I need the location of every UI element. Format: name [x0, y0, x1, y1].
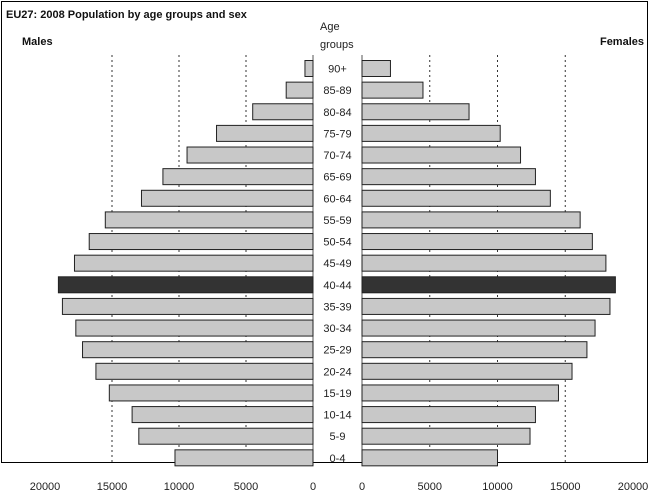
bar-males-65-69	[162, 168, 314, 186]
age-label-70-74: 70-74	[323, 150, 351, 162]
bar-females-5-9	[361, 427, 531, 445]
age-label-10-14: 10-14	[323, 410, 351, 422]
bar-males-70-74	[186, 146, 314, 164]
males-label: Males	[22, 36, 53, 48]
x-axis-ticks: 20000 15000 10000 5000 0 0 5000 10000 15000 20000	[30, 481, 649, 493]
age-label-75-79: 75-79	[323, 128, 351, 140]
tick-females-10000: 10000	[482, 481, 513, 493]
bar-females-80-84	[361, 103, 470, 121]
age-label-85-89: 85-89	[323, 85, 351, 97]
bar-females-90+	[361, 60, 391, 77]
bar-males-35-39	[61, 297, 314, 315]
age-label-0-4: 0-4	[330, 453, 346, 465]
bar-females-50-54	[361, 233, 593, 251]
tick-males-10000: 10000	[164, 481, 195, 493]
bar-males-0-4	[174, 449, 314, 467]
age-label-80-84: 80-84	[323, 107, 351, 119]
bar-males-15-19	[108, 384, 314, 402]
tick-females-20000: 20000	[618, 481, 649, 493]
females-label: Females	[600, 36, 644, 48]
bar-males-50-54	[88, 233, 314, 251]
bar-females-60-64	[361, 189, 551, 207]
bar-males-30-34	[75, 319, 314, 337]
bar-females-10-14	[361, 406, 536, 424]
bar-males-90+	[304, 60, 314, 77]
age-label-60-64: 60-64	[323, 193, 351, 205]
bar-females-30-34	[361, 319, 596, 337]
chart-title: EU27: 2008 Population by age groups and …	[6, 9, 248, 21]
tick-females-15000: 15000	[550, 481, 581, 493]
age-label-40-44: 40-44	[323, 280, 351, 292]
tick-females-0: 0	[359, 481, 365, 493]
age-group-labels: 90+ 85-89 80-84 75-79 70-74 65-69 60-64 55-59 50…	[323, 64, 351, 465]
bar-males-40-44	[57, 276, 314, 294]
age-label-65-69: 65-69	[323, 172, 351, 184]
bar-females-70-74	[361, 146, 522, 164]
age-groups-header-line2: groups	[320, 39, 354, 51]
age-label-35-39: 35-39	[323, 301, 351, 313]
bar-females-35-39	[361, 297, 611, 315]
bar-males-75-79	[216, 124, 314, 142]
chart-frame	[1, 1, 648, 463]
bar-females-40-44	[361, 276, 616, 294]
bar-females-20-24	[361, 362, 573, 380]
bar-females-75-79	[361, 124, 501, 142]
bar-males-25-29	[82, 341, 314, 359]
bar-males-10-14	[131, 406, 314, 424]
tick-females-5000: 5000	[418, 481, 442, 493]
age-label-25-29: 25-29	[323, 345, 351, 357]
tick-males-15000: 15000	[97, 481, 128, 493]
age-label-30-34: 30-34	[323, 323, 351, 335]
bar-females-0-4	[361, 449, 498, 467]
bars	[57, 60, 616, 467]
bar-females-65-69	[361, 168, 536, 186]
bar-females-45-49	[361, 254, 607, 272]
bar-males-85-89	[285, 81, 314, 99]
bar-females-85-89	[361, 81, 424, 99]
bar-females-55-59	[361, 211, 581, 229]
age-label-5-9: 5-9	[330, 431, 346, 443]
age-label-55-59: 55-59	[323, 215, 351, 227]
bar-males-80-84	[252, 103, 314, 121]
bar-males-60-64	[140, 189, 314, 207]
tick-males-0: 0	[310, 481, 316, 493]
bar-females-15-19	[361, 384, 559, 402]
bar-males-55-59	[104, 211, 314, 229]
tick-males-5000: 5000	[234, 481, 258, 493]
age-label-90+: 90+	[328, 64, 347, 76]
bar-males-45-49	[73, 254, 314, 272]
age-label-20-24: 20-24	[323, 366, 351, 378]
bar-males-20-24	[95, 362, 314, 380]
bar-males-5-9	[138, 427, 314, 445]
age-label-45-49: 45-49	[323, 258, 351, 270]
tick-males-20000: 20000	[30, 481, 61, 493]
age-groups-header-line1: Age	[320, 21, 340, 33]
age-label-50-54: 50-54	[323, 237, 351, 249]
age-label-15-19: 15-19	[323, 388, 351, 400]
bar-females-25-29	[361, 341, 588, 359]
